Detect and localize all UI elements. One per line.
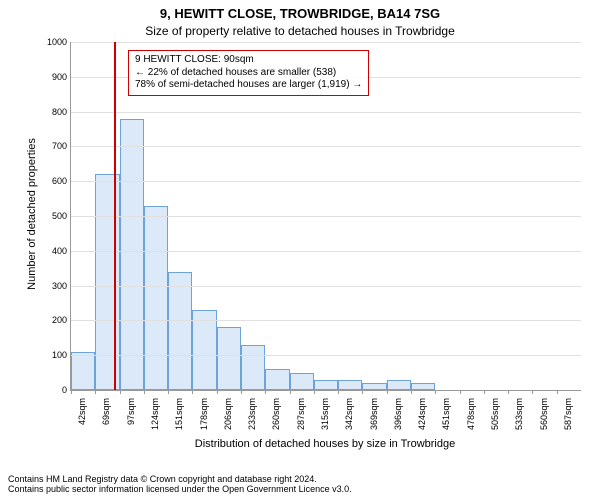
x-tick-label: 396sqm	[393, 398, 403, 430]
histogram-bar	[290, 373, 314, 390]
histogram-bar	[314, 380, 338, 390]
x-axis-label: Distribution of detached houses by size …	[70, 438, 580, 450]
x-tick	[314, 390, 315, 394]
x-tick-label: 478sqm	[466, 398, 476, 430]
x-tick-label: 124sqm	[150, 398, 160, 430]
x-tick-label: 424sqm	[417, 398, 427, 430]
x-tick	[532, 390, 533, 394]
gridline	[71, 146, 581, 147]
attribution-footer: Contains HM Land Registry data © Crown c…	[8, 474, 352, 494]
x-tick	[120, 390, 121, 394]
x-tick	[168, 390, 169, 394]
y-tick-label: 300	[37, 281, 67, 291]
gridline	[71, 216, 581, 217]
x-tick	[411, 390, 412, 394]
x-tick	[290, 390, 291, 394]
annotation-line: ← 22% of detached houses are smaller (53…	[135, 67, 362, 80]
histogram-bar	[387, 380, 411, 390]
y-tick-label: 800	[37, 107, 67, 117]
chart-title: 9, HEWITT CLOSE, TROWBRIDGE, BA14 7SG	[0, 6, 600, 21]
y-tick-label: 500	[37, 211, 67, 221]
figure: 9, HEWITT CLOSE, TROWBRIDGE, BA14 7SG Si…	[0, 0, 600, 500]
histogram-bar	[241, 345, 265, 390]
gridline	[71, 42, 581, 43]
x-tick	[387, 390, 388, 394]
x-tick-label: 97sqm	[126, 398, 136, 425]
footer-line-2: Contains public sector information licen…	[8, 484, 352, 494]
histogram-bar	[411, 383, 435, 390]
annotation-line: 9 HEWITT CLOSE: 90sqm	[135, 54, 362, 67]
property-marker-line	[114, 42, 116, 390]
x-tick-label: 260sqm	[271, 398, 281, 430]
x-tick	[557, 390, 558, 394]
x-tick	[338, 390, 339, 394]
x-tick-label: 233sqm	[247, 398, 257, 430]
y-tick-label: 400	[37, 246, 67, 256]
chart-subtitle: Size of property relative to detached ho…	[0, 24, 600, 38]
gridline	[71, 251, 581, 252]
y-tick-label: 900	[37, 72, 67, 82]
x-tick-label: 178sqm	[199, 398, 209, 430]
x-tick	[71, 390, 72, 394]
histogram-bar	[192, 310, 216, 390]
gridline	[71, 320, 581, 321]
gridline	[71, 181, 581, 182]
y-tick-label: 600	[37, 176, 67, 186]
x-tick	[265, 390, 266, 394]
histogram-bar	[144, 206, 168, 390]
x-tick-label: 151sqm	[174, 398, 184, 430]
x-tick-label: 560sqm	[539, 398, 549, 430]
gridline	[71, 112, 581, 113]
y-axis-label: Number of detached properties	[26, 114, 38, 314]
histogram-bar	[71, 352, 95, 390]
gridline	[71, 286, 581, 287]
y-tick-label: 200	[37, 315, 67, 325]
histogram-bar	[120, 119, 144, 390]
histogram-bar	[168, 272, 192, 390]
y-tick-label: 100	[37, 350, 67, 360]
x-tick	[192, 390, 193, 394]
x-tick-label: 342sqm	[344, 398, 354, 430]
y-tick-label: 700	[37, 141, 67, 151]
x-tick-label: 42sqm	[77, 398, 87, 425]
x-tick-label: 587sqm	[563, 398, 573, 430]
x-tick-label: 69sqm	[101, 398, 111, 425]
x-tick	[241, 390, 242, 394]
x-tick	[484, 390, 485, 394]
x-tick	[508, 390, 509, 394]
x-tick	[217, 390, 218, 394]
footer-line-1: Contains HM Land Registry data © Crown c…	[8, 474, 352, 484]
x-tick-label: 315sqm	[320, 398, 330, 430]
x-tick-label: 505sqm	[490, 398, 500, 430]
histogram-bar	[265, 369, 289, 390]
y-tick-label: 1000	[37, 37, 67, 47]
histogram-bar	[362, 383, 386, 390]
y-tick-label: 0	[37, 385, 67, 395]
annotation-line: 78% of semi-detached houses are larger (…	[135, 79, 362, 92]
annotation-box: 9 HEWITT CLOSE: 90sqm← 22% of detached h…	[128, 50, 369, 96]
gridline	[71, 355, 581, 356]
histogram-bar	[338, 380, 362, 390]
x-tick	[460, 390, 461, 394]
x-tick-label: 369sqm	[369, 398, 379, 430]
x-tick	[95, 390, 96, 394]
x-tick-label: 451sqm	[441, 398, 451, 430]
x-tick-label: 206sqm	[223, 398, 233, 430]
histogram-bar	[217, 327, 241, 390]
x-tick-label: 533sqm	[514, 398, 524, 430]
histogram-bar	[95, 174, 119, 390]
x-tick	[435, 390, 436, 394]
x-tick	[144, 390, 145, 394]
x-tick-label: 287sqm	[296, 398, 306, 430]
x-tick	[362, 390, 363, 394]
